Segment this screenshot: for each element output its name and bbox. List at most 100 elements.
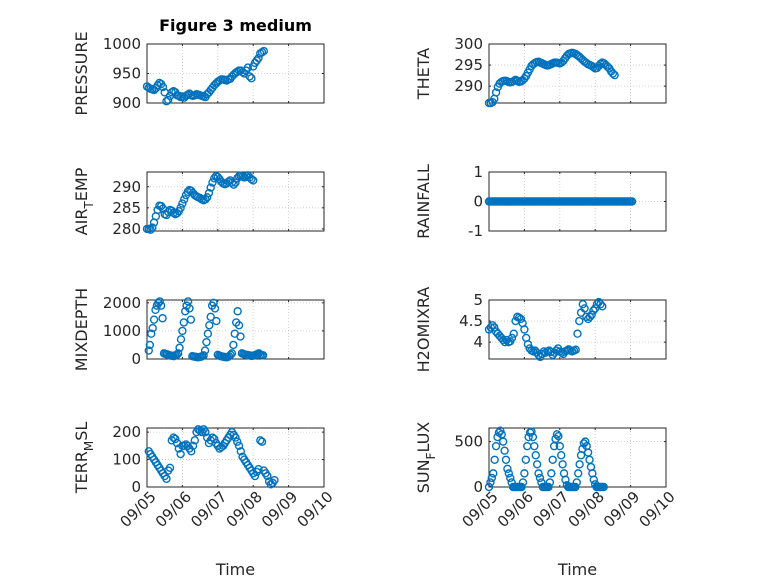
data-point: [585, 312, 595, 322]
data-point: [589, 475, 598, 484]
data-point: [206, 312, 215, 322]
subplot-h2omixra: 4 4.5 5 H2OMIXRA: [414, 287, 667, 373]
data-point: [498, 437, 508, 446]
axes-border: [146, 171, 325, 232]
data-point: [531, 451, 540, 460]
subplot-rainfall: -1 0 1 RAINFALL: [414, 163, 667, 240]
y-axis-label: TERRMSL: [72, 422, 96, 495]
chart-title: Figure 3 medium: [159, 16, 312, 35]
data-point: [527, 427, 536, 436]
data-point: [578, 300, 588, 309]
y-tick-label: 280: [112, 220, 141, 238]
data-point: [582, 312, 591, 322]
data-point: [175, 343, 184, 352]
y-tick-label: 100: [112, 451, 141, 469]
data-point: [236, 332, 245, 341]
data-point: [491, 441, 501, 451]
data-point: [158, 314, 167, 323]
data-point: [627, 197, 637, 206]
x-tick-label: 09/06: [152, 488, 195, 531]
data-point: [575, 460, 584, 469]
data-point: [208, 178, 217, 187]
y-axis-label-subscript: T: [82, 201, 96, 210]
x-tick-label: 09/06: [494, 488, 537, 531]
axes-border: [488, 43, 667, 104]
data-point: [234, 441, 244, 451]
data-point: [581, 437, 590, 446]
data-point: [173, 349, 183, 358]
y-tick-label: 0: [473, 478, 483, 496]
y-axis-label-main: MIXDEPTH: [72, 288, 91, 371]
data-point: [571, 345, 580, 354]
subplot-theta: 290 295 300 THETA: [414, 35, 667, 108]
data-point: [507, 333, 517, 343]
x-tick-label: 09/08: [565, 488, 608, 531]
data-point: [148, 323, 157, 333]
data-point: [247, 174, 256, 184]
data-point: [209, 298, 218, 308]
y-tick-label: 290: [454, 77, 483, 95]
data-point: [178, 199, 187, 208]
data-point: [210, 434, 219, 444]
data-point: [574, 469, 583, 478]
y-tick-label: 4: [473, 333, 483, 351]
y-axis-label-subscript: M: [82, 441, 96, 451]
data-point: [552, 346, 561, 355]
data-point: [229, 180, 238, 189]
data-point: [226, 350, 235, 359]
data-point: [572, 478, 581, 487]
data-point: [589, 62, 598, 72]
data-point: [521, 455, 531, 464]
data-point: [172, 350, 181, 359]
data-point: [484, 482, 494, 492]
data-point: [258, 351, 268, 360]
data-point: [212, 316, 221, 326]
data-point: [227, 178, 237, 187]
data-point: [578, 444, 587, 454]
data-point: [250, 471, 260, 481]
y-axis-label-main: H2OMIXRA: [414, 287, 433, 373]
data-point: [158, 82, 168, 92]
data-point: [236, 447, 246, 456]
data-point: [554, 431, 563, 441]
data-point: [490, 323, 499, 332]
y-axis-label: RAINFALL: [414, 164, 433, 239]
data-point: [596, 59, 605, 69]
data-point: [509, 329, 518, 338]
data-point: [580, 304, 589, 313]
data-point: [504, 469, 514, 478]
data-point: [203, 329, 213, 338]
x-tick-label: 09/10: [293, 488, 336, 531]
data-point: [156, 301, 166, 310]
y-tick-label: 290: [112, 178, 141, 196]
data-point: [534, 469, 543, 478]
data-point: [259, 46, 269, 56]
y-axis-label-main: AIR: [72, 209, 91, 236]
data-point: [229, 340, 238, 350]
data-point: [231, 433, 240, 442]
data-point: [596, 300, 605, 309]
data-point: [257, 437, 267, 446]
y-axis-label: H2OMIXRA: [414, 287, 433, 373]
y-tick-label: 1: [473, 163, 483, 181]
data-point: [552, 430, 562, 439]
y-axis-label: THETA: [414, 48, 433, 100]
data-point: [178, 326, 187, 336]
y-axis-label: MIXDEPTH: [72, 288, 91, 371]
data-point: [489, 469, 498, 478]
y-tick-label: 0: [131, 478, 141, 496]
data-point: [575, 316, 584, 326]
data-point: [598, 302, 607, 311]
data-point: [233, 307, 242, 316]
data-point: [155, 297, 164, 306]
data-point: [176, 335, 186, 344]
data-point: [532, 460, 542, 469]
data-point: [188, 441, 198, 451]
data-point: [500, 337, 510, 347]
data-point: [488, 321, 497, 330]
data-point: [210, 304, 220, 313]
data-point: [517, 482, 526, 492]
data-point: [535, 473, 545, 483]
